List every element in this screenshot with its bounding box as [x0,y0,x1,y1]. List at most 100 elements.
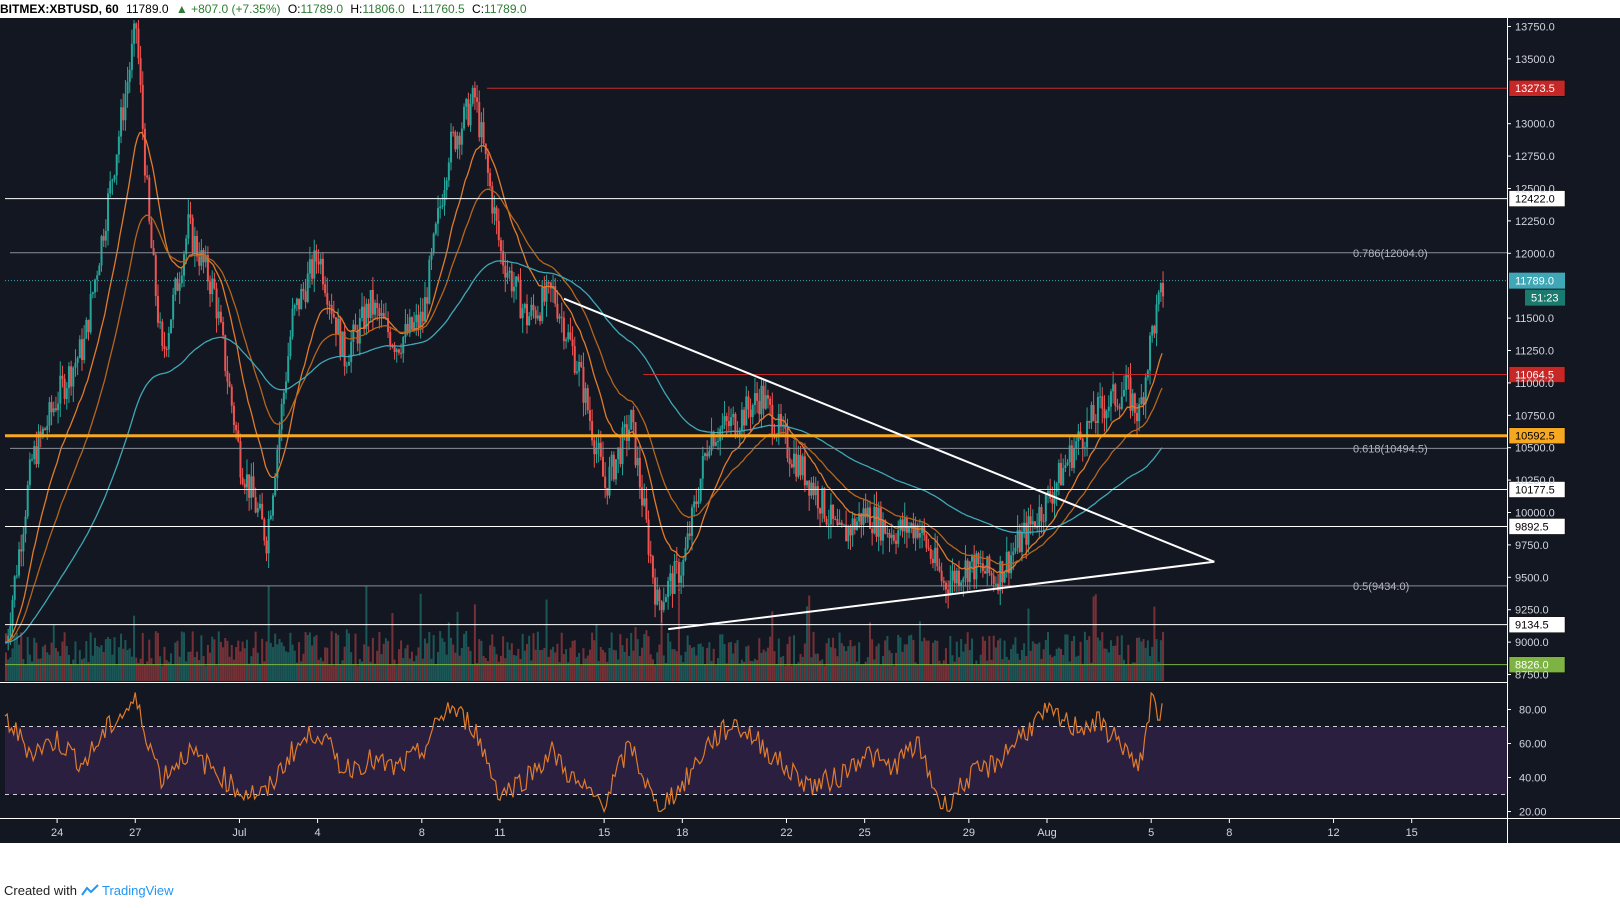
candle-body [378,307,381,317]
volume-bar [456,611,459,681]
candle-body [1125,375,1128,390]
time-tick-label: 12 [1327,827,1339,839]
candle-body [219,311,222,323]
candle-body [1140,397,1143,405]
volume-bar [615,650,618,681]
candle-body [662,602,665,611]
fib-label: 0.5(9434.0) [1353,581,1409,593]
volume-bar [421,658,424,681]
price-tick-label: 10750.0 [1515,410,1555,422]
candle-body [858,513,861,522]
candle-body [847,527,850,542]
volume-bar [877,643,880,681]
volume-bar [98,647,101,681]
candle-body [890,534,893,539]
candle-body [960,582,963,587]
price-tick-label: 12500.0 [1515,183,1555,195]
volume-bar [912,639,915,681]
candle-body [78,339,81,359]
volume-bar [836,656,839,681]
candle-body [413,322,416,330]
volume-bar [979,654,982,681]
volume-bar [736,640,739,681]
candle-body [96,275,99,280]
rsi-tick-label: 40.00 [1519,773,1547,785]
candle-body [747,396,750,410]
volume-bar [539,649,542,681]
volume-bar [354,633,357,681]
volume-bar [1092,596,1095,681]
volume-bar [378,632,381,681]
tradingview-brand[interactable]: TradingView [102,883,174,898]
volume-bar [408,658,411,681]
candle-body [549,282,552,289]
volume-bar [152,664,155,681]
candle-body [693,501,696,508]
volume-bar [721,634,724,681]
candle-body [508,270,511,273]
candle-body [358,318,361,344]
volume-bar [1118,654,1121,681]
volume-bar [1120,635,1123,681]
candle-body [1012,551,1015,556]
volume-bar [814,653,817,681]
candle-body [393,346,396,352]
candle-body [1129,377,1132,411]
volume-bar [486,661,489,681]
volume-bars [5,585,1165,681]
symbol-label[interactable]: BITMEX:XBTUSD, 60 [0,2,119,16]
candle-body [300,288,303,310]
volume-bar [984,640,987,681]
candle-body [567,332,570,340]
candle-body [502,251,505,266]
price-chart[interactable]: 13273.5 12422.0 11064.5 10592.5 10177.5 9892.… [0,0,1620,882]
chart-header: BITMEX:XBTUSD, 60 11789.0 ▲ +807.0 (+7.3… [0,0,1620,18]
candle-body [925,535,928,548]
candle-body [222,322,225,336]
price-tick-label: 10250.0 [1515,475,1555,487]
candle-body [994,583,997,585]
candle-body [512,286,515,292]
volume-bar [1033,643,1036,681]
candle-body [74,362,77,368]
candle-body [732,413,735,418]
candle-body [291,308,294,337]
candle-body [986,556,989,574]
candle-body [139,58,142,85]
time-tick-label: 15 [1406,827,1418,839]
candle-body [156,295,159,323]
candle-body [167,332,170,350]
volume-bar [334,633,337,681]
candle-body [1099,396,1102,398]
volume-bar [265,641,268,681]
candle-body [610,454,613,467]
level-tag-label: 12422.0 [1515,194,1555,206]
candle-body [762,385,765,409]
volume-bar [884,640,887,681]
volume-bar [717,658,720,681]
candle-body [1036,526,1039,528]
candle-body [547,282,550,284]
volume-bar [1038,642,1041,681]
volume-bar [788,636,791,681]
candle-body [70,366,73,387]
volume-bar [725,663,728,681]
volume-bar [1047,631,1049,681]
candle-body [404,323,407,338]
candle-body [949,580,952,594]
candle-body [578,361,581,372]
volume-bar [758,638,761,681]
volume-bar [361,661,364,681]
volume-bar [1036,644,1039,681]
candle-body [267,518,270,554]
volume-bar [48,654,51,681]
candle-body [560,316,563,318]
candle-body [130,43,133,70]
volume-bar [901,651,904,681]
candle-body [580,361,583,367]
candle-body [18,549,21,576]
candle-body [107,193,110,231]
volume-bar [289,632,292,681]
volume-bar [302,653,305,681]
candle-body [634,422,637,466]
